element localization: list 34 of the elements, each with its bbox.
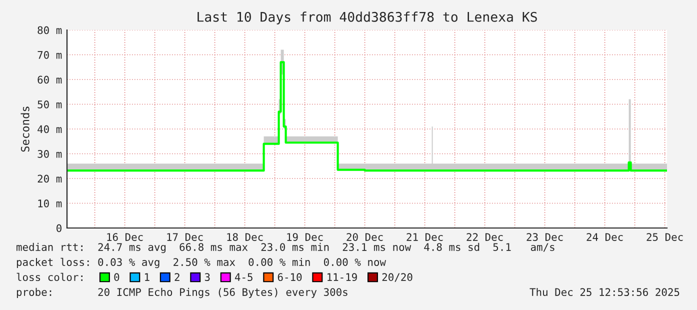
x-tick-label: 20 Dec bbox=[346, 233, 383, 241]
x-tick-label: 24 Dec bbox=[586, 233, 623, 241]
legend-label: 3 bbox=[204, 273, 210, 282]
legend-title: loss color: bbox=[16, 272, 82, 282]
y-tick-label: 0 bbox=[56, 224, 62, 232]
text: packet loss: 0.03 % avg 2.50 % max 0.00 % min 0.00 % now bbox=[16, 258, 386, 268]
legend-label: 11-19 bbox=[328, 273, 357, 282]
x-tick-label: 16 Dec bbox=[107, 233, 143, 241]
legend-label: 0 bbox=[114, 273, 120, 282]
chart-title: Last 10 Days from 40dd3863ff78 to Lenexa KS bbox=[198, 12, 537, 24]
y-tick-label: 80 m bbox=[38, 26, 62, 34]
y-tick-label: 50 m bbox=[38, 100, 62, 108]
text: median rtt: 24.7 ms avg 66.8 ms max 23.0 ms min 23.1 ms now 4.8 ms sd 5.1 am/s bbox=[16, 242, 554, 254]
x-tick-label: 22 Dec bbox=[466, 233, 503, 241]
x-tick-label: 23 Dec bbox=[526, 233, 563, 241]
y-tick-label: 60 m bbox=[38, 76, 62, 84]
legend-label: 4-5 bbox=[234, 273, 252, 282]
legend-label: 2 bbox=[174, 273, 180, 281]
x-tick-label: 21 Dec bbox=[406, 233, 443, 241]
y-tick-label: 30 m bbox=[38, 150, 62, 158]
text: probe: 20 ICMP Echo Pings (56 Bytes) every 300s bbox=[16, 288, 348, 298]
y-tick-label: 20 m bbox=[38, 174, 62, 183]
x-tick-label: 17 Dec bbox=[167, 233, 203, 241]
text: Thu Dec 25 12:53:56 2025 bbox=[530, 288, 680, 296]
legend-label: 6-10 bbox=[278, 273, 302, 282]
x-tick-label: 25 Dec bbox=[646, 233, 683, 241]
y-tick-label: 70 m bbox=[38, 51, 62, 59]
x-tick-label: 18 Dec bbox=[227, 233, 263, 241]
legend-label: 1 bbox=[145, 273, 150, 281]
legend-label: 20/20 bbox=[382, 273, 412, 282]
y-axis-title: Seconds bbox=[20, 106, 30, 152]
x-tick-label: 19 Dec bbox=[287, 233, 323, 241]
y-tick-label: 40 m bbox=[38, 125, 62, 134]
y-tick-label: 10 m bbox=[38, 200, 62, 208]
